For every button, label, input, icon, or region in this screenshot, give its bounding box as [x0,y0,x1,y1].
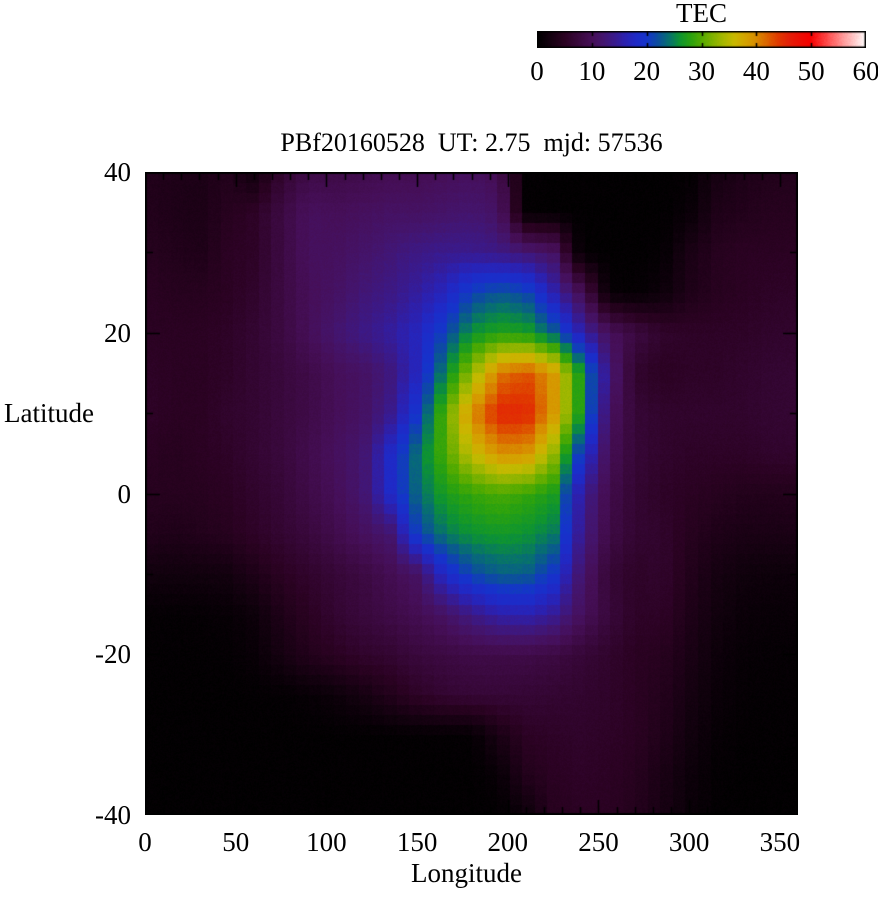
y-tick-label: 20 [104,317,131,348]
colorbar-tick-label: 0 [530,56,544,86]
colorbar-title: TEC [676,0,727,28]
x-tick-label: 200 [487,827,529,857]
x-tick-label: 300 [668,827,710,857]
y-axis-title: Latitude [4,398,94,428]
x-tick-label: 250 [578,827,619,857]
colorbar-gradient [537,31,866,48]
colorbar-tick-label: 50 [797,56,825,86]
x-tick-label: 100 [306,827,347,857]
y-tick-label: 40 [104,157,131,187]
colorbar-tick-label: 40 [742,56,770,86]
plot-title: PBf20160528 UT: 2.75 mjd: 57536 [280,128,663,157]
colorbar-tick-label: 30 [688,56,715,86]
colorbar-tick-label: 10 [578,56,606,86]
x-tick-label: 350 [759,827,801,857]
y-tick-label: 0 [117,478,132,509]
tec-heatmap-canvas [145,172,798,815]
x-tick-label: 50 [222,827,250,857]
x-axis-title: Longitude [411,858,522,888]
y-tick-label: -40 [95,800,131,830]
x-tick-label: 0 [138,827,152,857]
colorbar-tick-label: 20 [633,56,661,86]
x-tick-label: 150 [396,827,438,857]
y-tick-label: -20 [95,639,131,670]
colorbar-tick-label: 60 [852,56,878,86]
